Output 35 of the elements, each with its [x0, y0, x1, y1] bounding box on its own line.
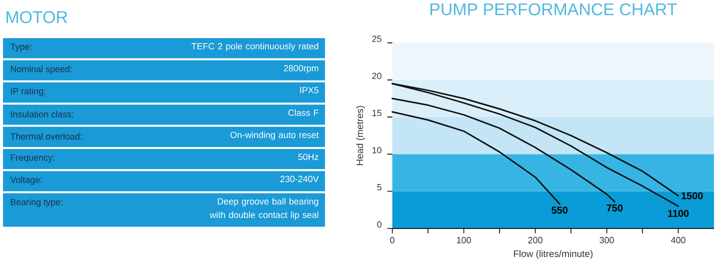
y-tick-label: 15 — [372, 110, 382, 116]
text: Voltage: — [10, 176, 42, 185]
text: Insulation class: — [11, 110, 74, 118]
text: 2800rpm — [284, 64, 318, 74]
text: Frequency: — [10, 154, 54, 162]
y-tick-label: 10 — [372, 146, 382, 154]
y-tick-label: 0 — [377, 221, 382, 228]
text: Bearing type: — [10, 198, 62, 207]
x-tick-label: 300 — [600, 236, 614, 244]
series-label: 1100 — [668, 210, 689, 217]
x-tick-label: 0 — [390, 236, 394, 244]
text: MOTOR — [6, 11, 68, 24]
text: IP rating: — [11, 88, 46, 96]
series-label: 550 — [552, 206, 568, 214]
text: Deep groove ball bearing with double contact lip seal — [210, 198, 318, 220]
chart-title: PUMP PERFORMANCE CHART — [430, 3, 677, 16]
x-tick-label: 200 — [528, 236, 542, 244]
y-tick-label: 5 — [377, 184, 382, 190]
y-tick-label: 20 — [372, 72, 382, 80]
x-tick-label: 400 — [670, 236, 686, 244]
series-label: 1500 — [682, 192, 703, 200]
y-tick-label: 25 — [372, 36, 382, 42]
text: Thermal overload: — [10, 132, 82, 140]
text: Nominal speed: — [10, 66, 72, 74]
text: Type: — [10, 44, 32, 52]
series-label: 750 — [606, 204, 623, 212]
text: IPX5 — [300, 87, 318, 94]
text: 230-240V — [280, 176, 319, 182]
x-tick-label: 100 — [457, 236, 471, 244]
text: TEFC 2 pole continuously rated — [191, 42, 318, 52]
text: On-winding auto reset — [230, 131, 319, 140]
text: Class F — [288, 109, 318, 116]
text: 50Hz — [298, 154, 318, 160]
y-axis-title: Head (metres) — [356, 106, 365, 166]
x-axis-title: Flow (litres/minute) — [514, 250, 593, 259]
